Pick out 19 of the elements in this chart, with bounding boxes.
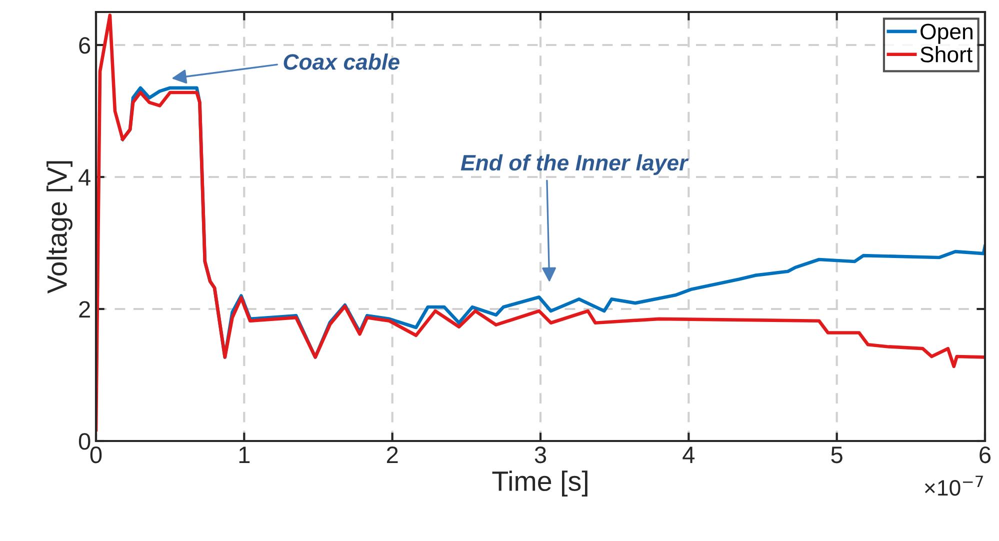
annotation: Coax cable — [284, 53, 400, 70]
x-tick-label: 0 — [90, 446, 102, 464]
x-axis-title: Time [s] — [492, 470, 588, 497]
line-series — [96, 14, 985, 432]
y-tick-label: 6 — [79, 37, 90, 54]
annotation: End of the Inner layer — [460, 154, 689, 176]
y-tick-label: 4 — [78, 169, 90, 186]
x-tick-label: 3 — [534, 446, 546, 464]
x-tick-label: 1 — [239, 446, 250, 463]
y-tick-label: 2 — [79, 301, 90, 318]
y-tick-label: 0 — [78, 433, 90, 450]
legend-label: Short — [920, 46, 972, 62]
x-tick-label: 5 — [831, 446, 842, 464]
text: ×10$^{−7}$ — [924, 476, 983, 496]
y-axis-title: Voltage [V] — [46, 161, 72, 294]
x-tick-label: 4 — [682, 446, 695, 463]
x-tick-label: 6 — [980, 446, 991, 464]
x-tick-label: 2 — [386, 446, 398, 463]
legend-label: Open — [920, 24, 972, 44]
